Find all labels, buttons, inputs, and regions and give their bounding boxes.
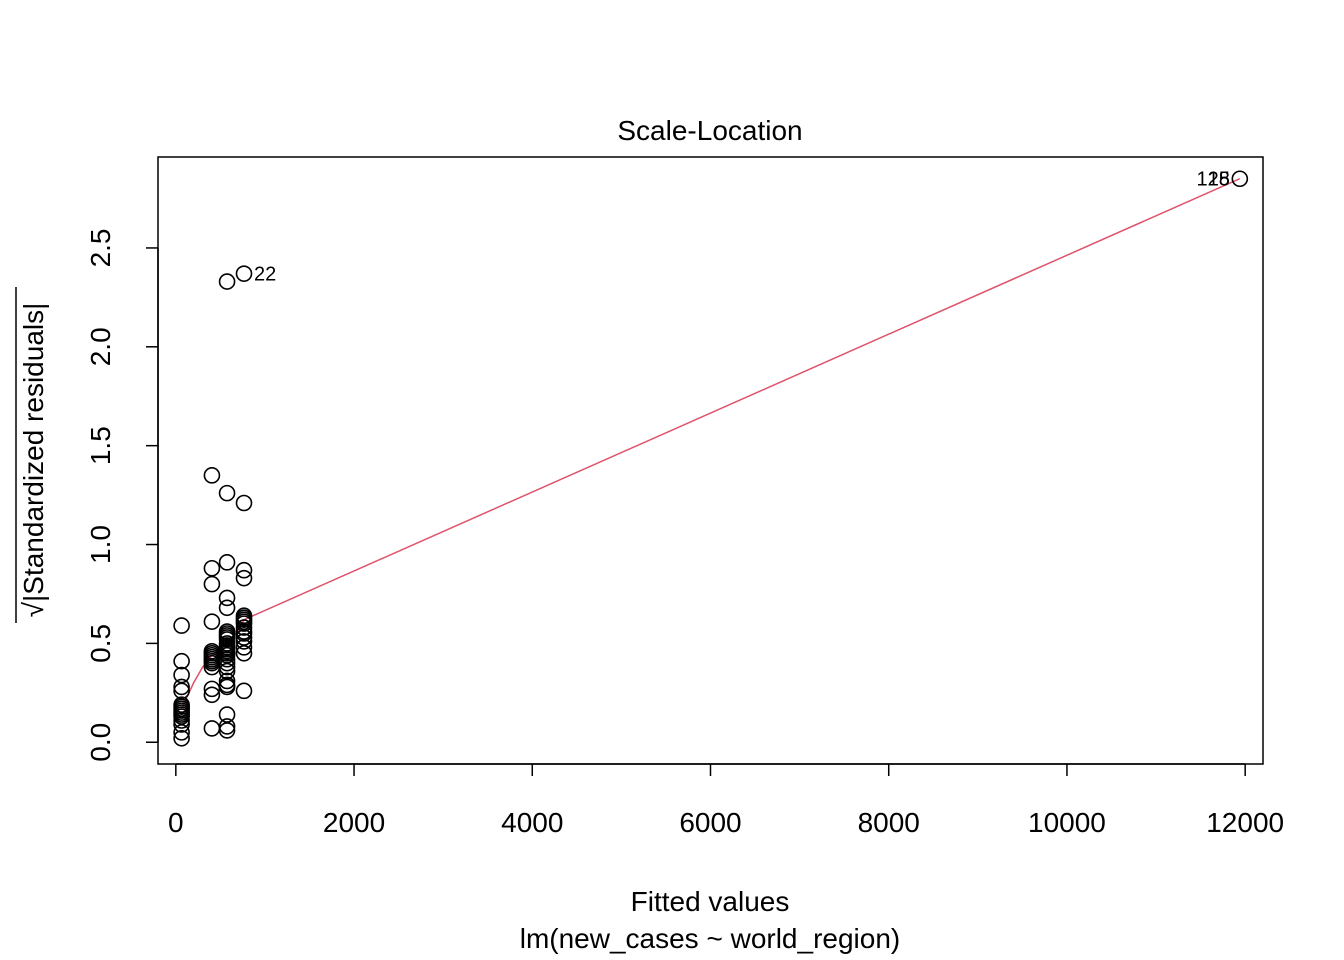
y-tick-label: 1.5	[85, 426, 116, 465]
data-point	[218, 589, 236, 607]
y-tick-label: 0.5	[85, 624, 116, 663]
data-point	[235, 625, 253, 642]
data-point	[173, 712, 190, 729]
data-point	[235, 644, 253, 662]
y-tick-label: 2.5	[85, 228, 116, 267]
x-tick-label: 6000	[679, 807, 741, 838]
data-point	[235, 619, 253, 636]
data-point	[218, 706, 236, 723]
data-point	[203, 613, 221, 630]
data-point	[218, 658, 236, 676]
point-annotation: 128	[1196, 169, 1229, 191]
data-point	[235, 639, 253, 656]
data-point	[203, 559, 221, 577]
data-point	[235, 629, 253, 646]
points-layer	[173, 170, 1249, 747]
data-point	[218, 678, 236, 696]
y-axis-label: |Standardized residuals|	[18, 303, 49, 602]
data-point	[218, 631, 236, 648]
data-point	[235, 569, 253, 587]
data-point	[173, 617, 190, 634]
x-axis-subtitle: lm(new_cases ~ world_region)	[520, 923, 901, 954]
data-point	[218, 662, 236, 680]
plot-frame	[157, 156, 1264, 765]
data-point	[235, 682, 253, 700]
data-point	[218, 554, 236, 571]
y-tick-label: 2.0	[85, 327, 116, 366]
data-point	[173, 682, 190, 700]
y-tick-label: 1.0	[85, 525, 116, 564]
x-tick-label: 10000	[1028, 807, 1106, 838]
data-point	[173, 652, 190, 670]
data-point	[1231, 170, 1249, 188]
x-axis: 0 2000 4000 6000 8000 10000 12000	[168, 763, 1284, 838]
data-point	[218, 650, 236, 668]
y-axis-label-radical: √	[18, 601, 49, 617]
smoother-line	[180, 178, 1241, 709]
data-point	[218, 484, 236, 502]
point-annotation: 22	[254, 264, 276, 286]
data-point	[173, 678, 190, 696]
data-point	[218, 672, 236, 690]
x-tick-label: 12000	[1206, 807, 1284, 838]
data-point	[235, 633, 253, 650]
data-point	[218, 599, 236, 617]
data-point	[235, 494, 253, 512]
x-tick-label: 2000	[323, 807, 385, 838]
x-tick-label: 4000	[501, 807, 563, 838]
data-point	[218, 722, 236, 739]
data-point	[173, 666, 190, 684]
data-point	[235, 615, 253, 632]
data-point	[203, 467, 221, 484]
data-point	[235, 265, 253, 282]
point-annotation: 15	[1208, 169, 1230, 191]
data-point	[218, 646, 236, 664]
y-tick-label: 0.0	[85, 723, 116, 762]
y-axis: 0.0 0.5 1.0 1.5 2.0 2.5	[85, 228, 159, 762]
data-point	[203, 575, 221, 593]
data-point	[218, 273, 236, 290]
x-axis-label: Fitted values	[631, 886, 790, 917]
data-point	[235, 561, 253, 579]
data-point	[173, 716, 190, 733]
data-point	[173, 729, 190, 747]
data-point	[203, 720, 221, 737]
svg-text:√|Standardized residuals|: √|Standardized residuals|	[18, 303, 49, 618]
x-tick-label: 0	[168, 807, 184, 838]
data-point	[173, 708, 190, 725]
data-point	[203, 686, 221, 704]
data-point	[218, 718, 236, 735]
data-point	[173, 724, 190, 741]
y-axis-label-group: √|Standardized residuals|	[15, 287, 49, 623]
data-point	[218, 654, 236, 672]
x-tick-label: 8000	[858, 807, 920, 838]
chart-title: Scale-Location	[617, 115, 802, 146]
